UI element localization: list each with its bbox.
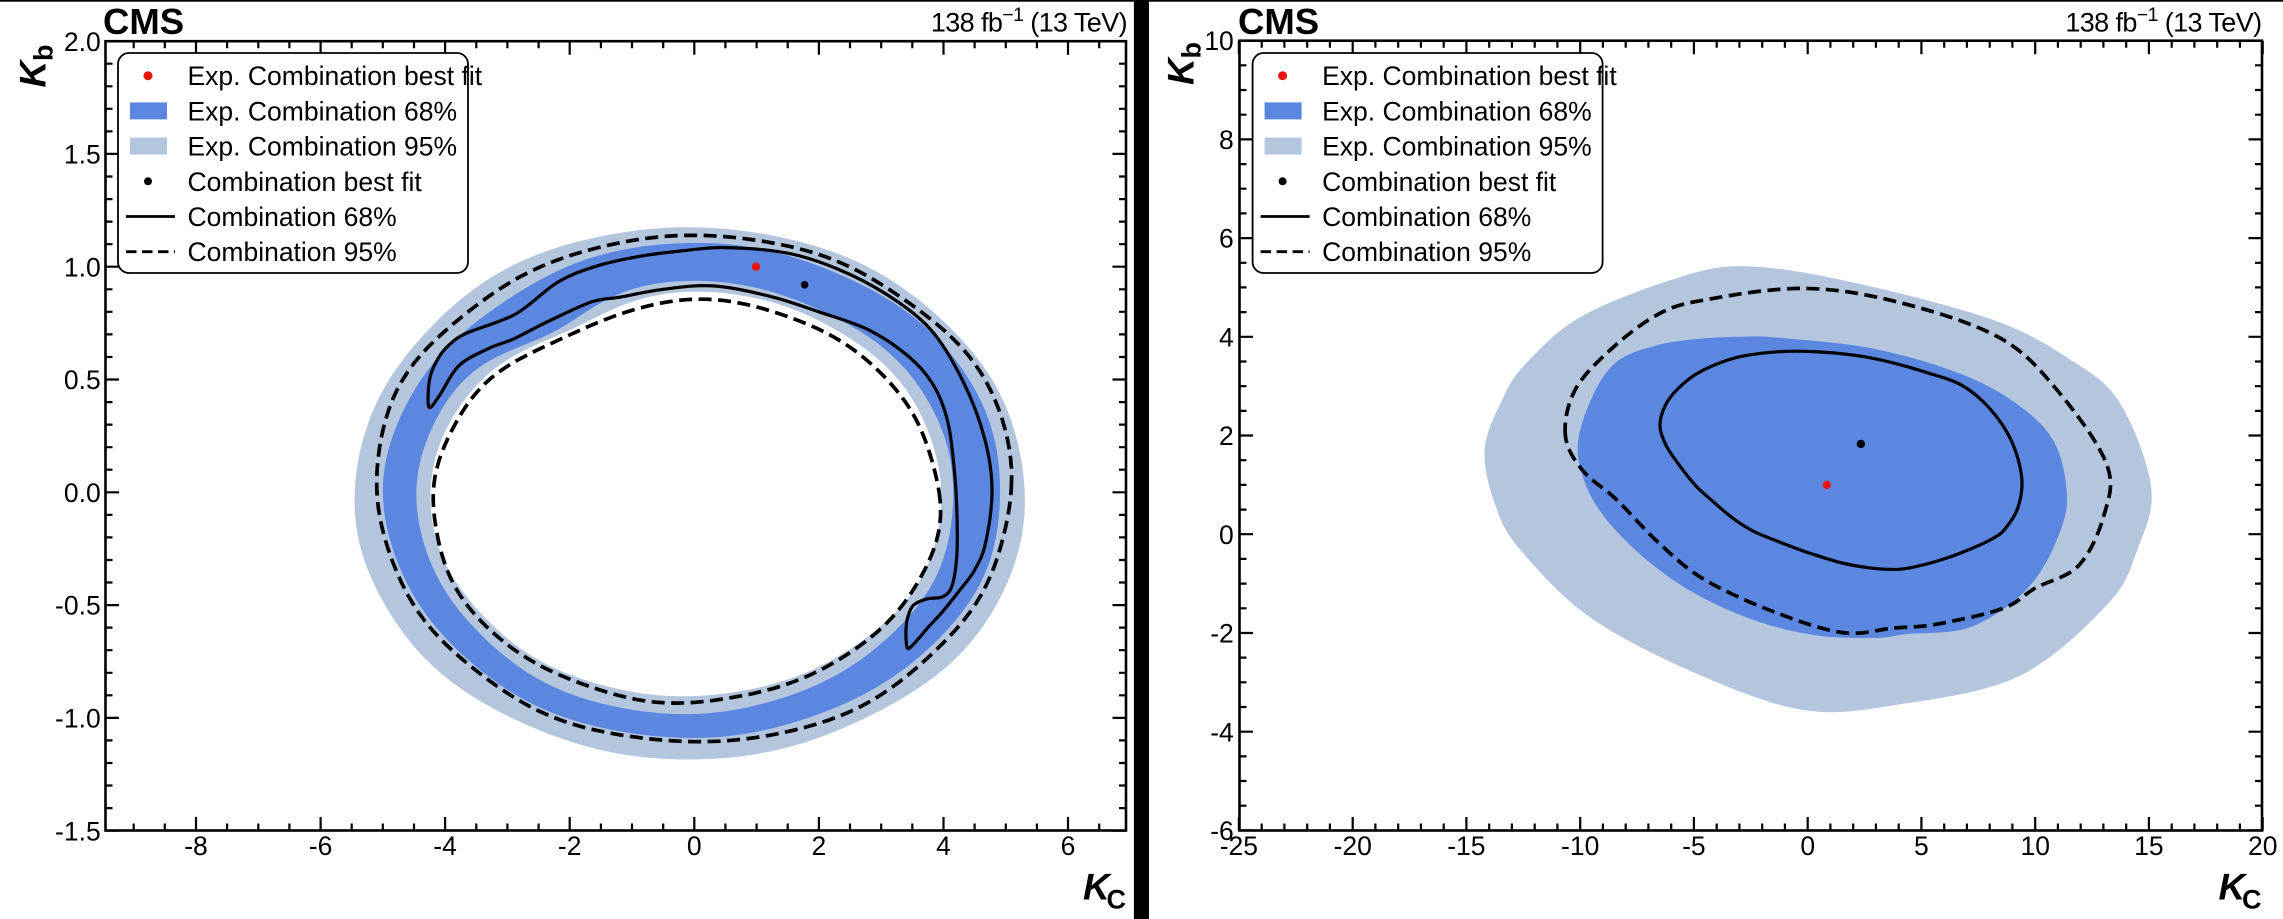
svg-text:Exp. Combination best fit: Exp. Combination best fit xyxy=(188,61,483,91)
svg-text:-6: -6 xyxy=(1210,816,1234,846)
svg-text:CMS: CMS xyxy=(103,1,184,42)
svg-text:K: K xyxy=(13,59,54,88)
svg-text:-2: -2 xyxy=(1210,619,1234,649)
svg-text:b: b xyxy=(1177,42,1207,59)
svg-text:0.0: 0.0 xyxy=(64,478,101,508)
svg-text:-2: -2 xyxy=(558,831,582,861)
svg-text:Exp. Combination 95%: Exp. Combination 95% xyxy=(1322,132,1592,162)
svg-text:0: 0 xyxy=(1219,520,1234,550)
svg-text:6: 6 xyxy=(1219,224,1234,254)
svg-text:-0.5: -0.5 xyxy=(55,591,101,621)
svg-text:-15: -15 xyxy=(1447,831,1485,861)
svg-text:2: 2 xyxy=(812,831,827,861)
svg-text:20: 20 xyxy=(2248,831,2277,861)
svg-text:4: 4 xyxy=(1219,322,1234,352)
svg-text:CMS: CMS xyxy=(1238,1,1319,42)
svg-text:8: 8 xyxy=(1219,125,1234,155)
svg-text:C: C xyxy=(2242,885,2262,915)
svg-text:Combination 95%: Combination 95% xyxy=(188,237,397,267)
svg-text:Combination best fit: Combination best fit xyxy=(1322,167,1557,197)
svg-text:4: 4 xyxy=(936,831,951,861)
svg-text:K: K xyxy=(2219,867,2248,908)
svg-text:15: 15 xyxy=(2134,831,2163,861)
svg-text:-5: -5 xyxy=(1682,831,1706,861)
svg-text:2: 2 xyxy=(1219,421,1234,451)
svg-text:6: 6 xyxy=(1061,831,1076,861)
svg-text:Exp. Combination 68%: Exp. Combination 68% xyxy=(188,96,458,126)
svg-text:0: 0 xyxy=(1800,831,1815,861)
svg-text:Combination best fit: Combination best fit xyxy=(188,167,423,197)
svg-text:-25: -25 xyxy=(1220,831,1258,861)
svg-text:b: b xyxy=(29,45,59,62)
svg-text:10: 10 xyxy=(1204,26,1233,56)
svg-text:-10: -10 xyxy=(1561,831,1599,861)
svg-text:1.0: 1.0 xyxy=(64,252,101,282)
svg-text:0: 0 xyxy=(687,831,702,861)
svg-text:K: K xyxy=(1083,867,1112,908)
svg-text:0.5: 0.5 xyxy=(64,365,101,395)
svg-text:-20: -20 xyxy=(1334,831,1372,861)
svg-text:C: C xyxy=(1107,885,1127,915)
svg-text:-4: -4 xyxy=(1210,717,1234,747)
svg-text:Exp. Combination best fit: Exp. Combination best fit xyxy=(1322,61,1617,91)
svg-text:Exp. Combination 68%: Exp. Combination 68% xyxy=(1322,96,1592,126)
svg-text:5: 5 xyxy=(1914,831,1929,861)
svg-text:K: K xyxy=(1161,56,1202,85)
svg-text:138 fb−1 (13 TeV): 138 fb−1 (13 TeV) xyxy=(2065,4,2261,38)
svg-text:1.5: 1.5 xyxy=(64,140,101,170)
svg-text:Combination 68%: Combination 68% xyxy=(1322,202,1531,232)
svg-text:-6: -6 xyxy=(309,831,333,861)
svg-text:2.0: 2.0 xyxy=(64,27,101,57)
svg-text:10: 10 xyxy=(2020,831,2049,861)
svg-text:138 fb−1 (13 TeV): 138 fb−1 (13 TeV) xyxy=(931,4,1127,38)
svg-text:-1.0: -1.0 xyxy=(55,704,101,734)
svg-text:-8: -8 xyxy=(184,831,208,861)
svg-text:-1.5: -1.5 xyxy=(55,816,101,846)
svg-text:-4: -4 xyxy=(433,831,457,861)
svg-text:Combination 95%: Combination 95% xyxy=(1322,237,1531,267)
svg-text:Combination 68%: Combination 68% xyxy=(188,202,397,232)
svg-text:Exp. Combination 95%: Exp. Combination 95% xyxy=(188,132,458,162)
